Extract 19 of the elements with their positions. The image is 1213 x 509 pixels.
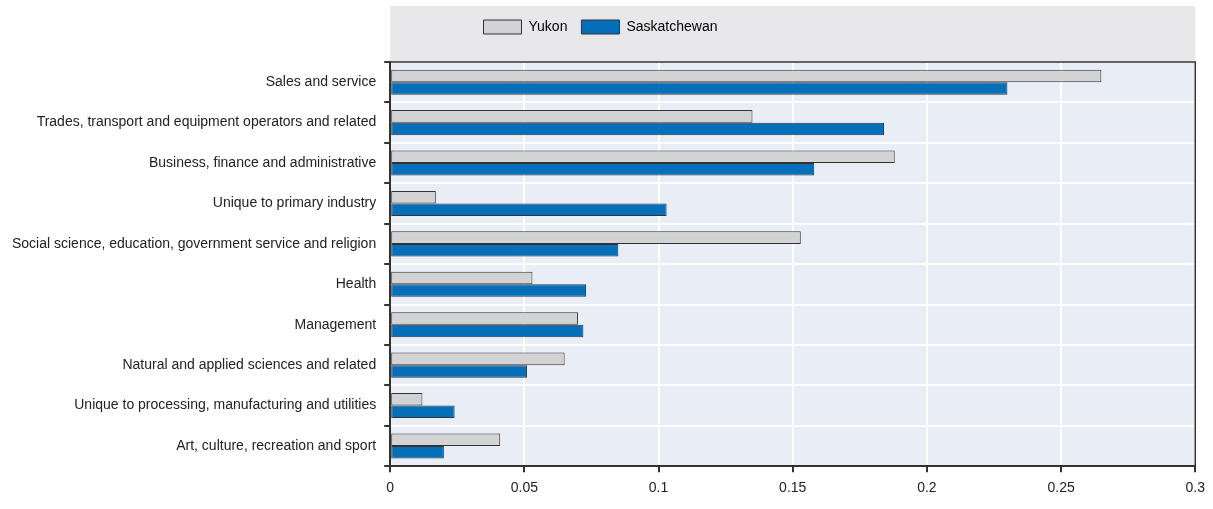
x-tick-label: 0.25: [1047, 479, 1075, 496]
x-tick-label: 0: [386, 479, 395, 496]
x-tick-label: 0.05: [510, 479, 539, 496]
legend-label: Saskatchewan: [626, 17, 718, 34]
y-tick-label: Trades, transport and equipment operators and related: [36, 113, 377, 130]
y-tick-label: Art, culture, recreation and sport: [176, 436, 377, 453]
y-tick-label: Unique to processing, manufacturing and utilities: [74, 396, 377, 413]
x-tick-label: 0.15: [779, 479, 807, 496]
y-tick-label: Management: [294, 315, 377, 332]
y-tick-label: Social science, education, government service and religion: [11, 234, 377, 251]
y-tick-label: Health: [335, 275, 377, 292]
y-tick-label: Sales and service: [265, 73, 377, 90]
x-tick-label: 0.3: [1185, 479, 1206, 496]
y-tick-label: Unique to primary industry: [212, 194, 377, 211]
x-tick-label: 0.2: [917, 479, 937, 496]
legend-label: Yukon: [528, 17, 568, 34]
y-tick-label: Natural and applied sciences and related: [122, 356, 377, 373]
y-tick-label: Business, finance and administrative: [148, 153, 377, 170]
x-tick-label: 0.1: [648, 479, 669, 496]
